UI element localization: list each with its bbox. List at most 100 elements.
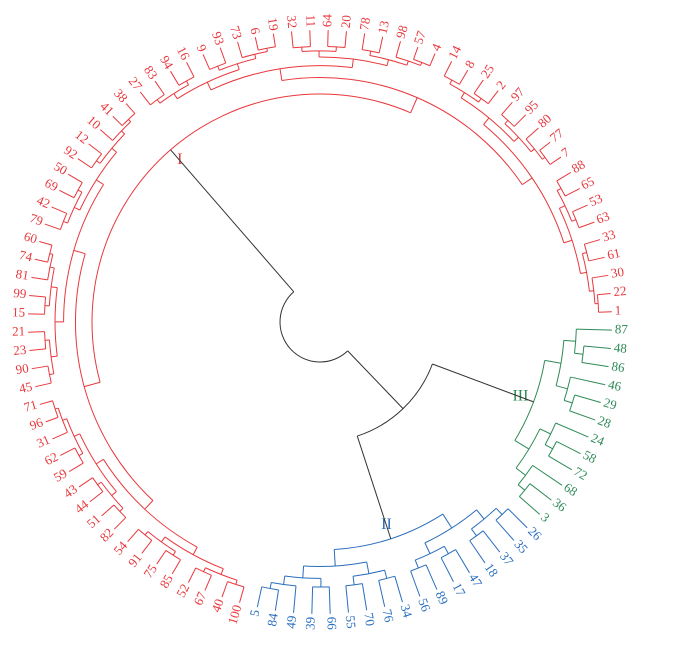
branch [112, 115, 123, 126]
branch [219, 47, 227, 64]
branch [274, 589, 280, 611]
leaf-label: 4 [428, 41, 445, 53]
branch [539, 141, 551, 151]
branch [119, 507, 124, 512]
branch [160, 536, 166, 543]
leaf-label: 74 [18, 247, 34, 265]
branch-arc [205, 567, 238, 581]
leaf-label: 1 [615, 302, 622, 317]
branch [237, 41, 243, 58]
leaf-label: 8 [462, 57, 478, 70]
branch [455, 549, 470, 574]
branch [31, 365, 49, 370]
branch [504, 120, 509, 125]
leaf-label: 56 [415, 596, 434, 614]
branch [345, 585, 349, 613]
branch [548, 455, 573, 471]
cluster-label: III [512, 388, 528, 405]
branch [256, 586, 263, 608]
branch [217, 65, 220, 71]
leaf-label: 69 [42, 175, 60, 194]
branch [254, 37, 259, 51]
branch-arc [67, 191, 83, 224]
leaf-label: 2 [493, 78, 509, 92]
branch [513, 136, 519, 142]
branch [522, 177, 533, 186]
branch [406, 60, 409, 66]
branch [203, 567, 206, 572]
leaf-label: 17 [450, 580, 470, 599]
branch [111, 491, 117, 496]
branch [172, 551, 176, 556]
branch [569, 410, 596, 421]
branch-arc [242, 50, 268, 59]
branch [544, 359, 562, 364]
leaf-label: 96 [27, 414, 45, 433]
leaf-label: 30 [610, 264, 625, 281]
leaf-label: 22 [613, 283, 627, 299]
branch [62, 418, 67, 421]
leaf-label: 57 [410, 28, 429, 46]
branch [525, 127, 539, 140]
branch [60, 447, 76, 456]
branch [443, 546, 449, 554]
leaf-label: 27 [126, 74, 146, 94]
branch [424, 542, 431, 554]
leaf-label: 9 [194, 42, 210, 54]
branch [352, 576, 355, 585]
branch-arc [281, 76, 523, 185]
leaf-label: 24 [589, 430, 607, 449]
branch [555, 385, 568, 390]
branch [144, 531, 149, 536]
branch [139, 91, 151, 106]
branch [156, 550, 167, 565]
branch [517, 484, 526, 491]
leaf-label: 79 [28, 210, 45, 228]
branch [580, 271, 587, 274]
branch [425, 564, 438, 590]
branch [111, 147, 117, 153]
leaf-label: 99 [13, 285, 27, 301]
branch [440, 557, 454, 582]
branch [478, 98, 482, 103]
leaf-label: 3 [538, 510, 553, 526]
branch [77, 189, 83, 193]
leaf-label: 75 [140, 562, 160, 581]
leaf-label: 41 [97, 99, 117, 119]
leaf-label: 94 [157, 53, 177, 72]
branch [414, 559, 419, 569]
branch-arc [569, 394, 576, 412]
leaf-label: 73 [227, 24, 245, 41]
root-arc [279, 291, 349, 363]
branch [515, 467, 526, 476]
branch-arc [460, 97, 515, 142]
branch [187, 567, 197, 583]
leaf-label: 36 [550, 495, 570, 515]
branch [361, 33, 366, 50]
branch-arc [271, 581, 297, 587]
branch [459, 69, 469, 85]
branch [584, 239, 601, 245]
root-arc [357, 363, 433, 437]
leaf-label: 44 [72, 496, 92, 516]
branch [476, 509, 485, 520]
branch [460, 92, 465, 99]
branch [52, 431, 68, 440]
leaf-label: 53 [587, 190, 605, 209]
branch [49, 373, 54, 376]
branch [576, 328, 612, 331]
branch-arc [518, 483, 531, 497]
branch [96, 179, 104, 185]
leaf-label: 70 [361, 612, 378, 627]
leaf-label: 88 [569, 157, 588, 177]
leaf-label: 6 [247, 26, 263, 36]
branch [556, 172, 572, 182]
branch [530, 148, 535, 153]
leaf-label: 28 [596, 412, 613, 430]
leaf-label: 50 [51, 158, 70, 178]
leaf-label: 85 [156, 572, 176, 591]
branch [239, 586, 245, 603]
branch [333, 549, 336, 567]
leaf-label: 21 [12, 323, 26, 338]
